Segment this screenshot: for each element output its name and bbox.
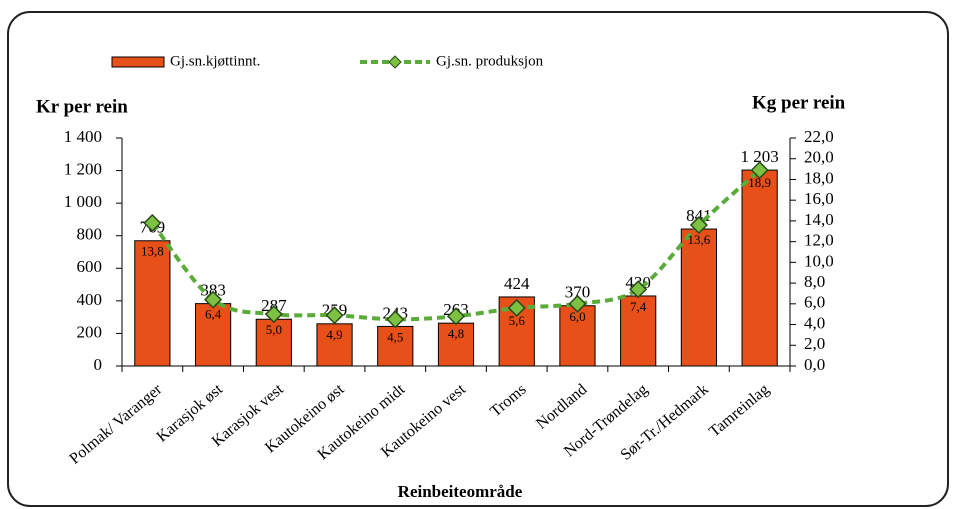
line-value-label: 7,4 [630, 299, 647, 314]
bar-value-label: 370 [565, 283, 591, 302]
y2-tick-label: 22,0 [804, 127, 834, 146]
legend-label: Gj.sn.kjøttinnt. [170, 53, 260, 69]
line-marker [325, 306, 344, 325]
y2-tick-label: 2,0 [804, 334, 825, 353]
y-tick-label: 200 [77, 322, 103, 341]
bar [680, 228, 718, 367]
legend-label: Gj.sn. produksjon [436, 53, 544, 69]
bar-value-label: 383 [200, 281, 226, 300]
y2-tick-label: 12,0 [804, 231, 834, 250]
y2-tick-label: 20,0 [804, 148, 834, 167]
y-tick-label: 0 [94, 355, 103, 374]
line-value-label: 4,5 [387, 329, 403, 344]
line-value-label: 5,0 [266, 322, 282, 337]
y2-tick-label: 8,0 [804, 272, 825, 291]
y-tick-label: 600 [77, 257, 103, 276]
y-tick-label: 1 400 [64, 127, 102, 146]
bar [255, 318, 292, 367]
bar [741, 169, 778, 367]
line-value-label: 5,6 [509, 313, 526, 328]
bar [437, 322, 475, 367]
y2-tick-label: 14,0 [804, 210, 834, 229]
y-tick-label: 800 [77, 225, 103, 244]
bar [194, 303, 232, 367]
y2-tick-label: 0,0 [804, 355, 825, 374]
frame [7, 11, 949, 507]
legend-swatch [111, 56, 165, 68]
line-marker [143, 213, 162, 233]
legend-marker [388, 55, 402, 69]
line-value-label: 13,8 [141, 244, 164, 259]
line-marker [689, 215, 708, 235]
y-tick-label: 1 200 [64, 159, 102, 178]
line-value-label: 6,0 [569, 309, 585, 324]
y2-axis-title: Kg per rein [752, 92, 846, 113]
bar-value-label: 424 [504, 274, 530, 293]
line-marker [386, 310, 405, 329]
line-marker [629, 280, 648, 299]
line-value-label: 6,4 [205, 307, 222, 322]
line-marker [750, 161, 769, 180]
y2-tick-label: 4,0 [804, 313, 825, 332]
bar [620, 295, 657, 367]
line-value-label: 4,9 [326, 327, 342, 342]
bar-value-label: 1 203 [741, 147, 779, 166]
y2-tick-label: 16,0 [804, 189, 834, 208]
bar [134, 240, 171, 367]
y-tick-label: 400 [77, 290, 103, 309]
line-marker [264, 305, 283, 324]
y-tick-label: 1 000 [64, 192, 102, 211]
y2-tick-label: 10,0 [804, 251, 834, 270]
line-value-label: 18,9 [748, 175, 771, 190]
line-value-label: 4,8 [448, 326, 464, 341]
line-marker [204, 290, 223, 309]
line-marker [507, 298, 526, 318]
y2-tick-label: 6,0 [804, 293, 825, 312]
line-value-label: 13,6 [688, 232, 711, 247]
y2-tick-label: 18,0 [804, 168, 834, 187]
line-marker [568, 294, 587, 313]
x-axis-title: Reinbeiteområde [398, 482, 523, 501]
line-marker [446, 307, 466, 326]
y-axis-title: Kr per rein [36, 96, 128, 117]
